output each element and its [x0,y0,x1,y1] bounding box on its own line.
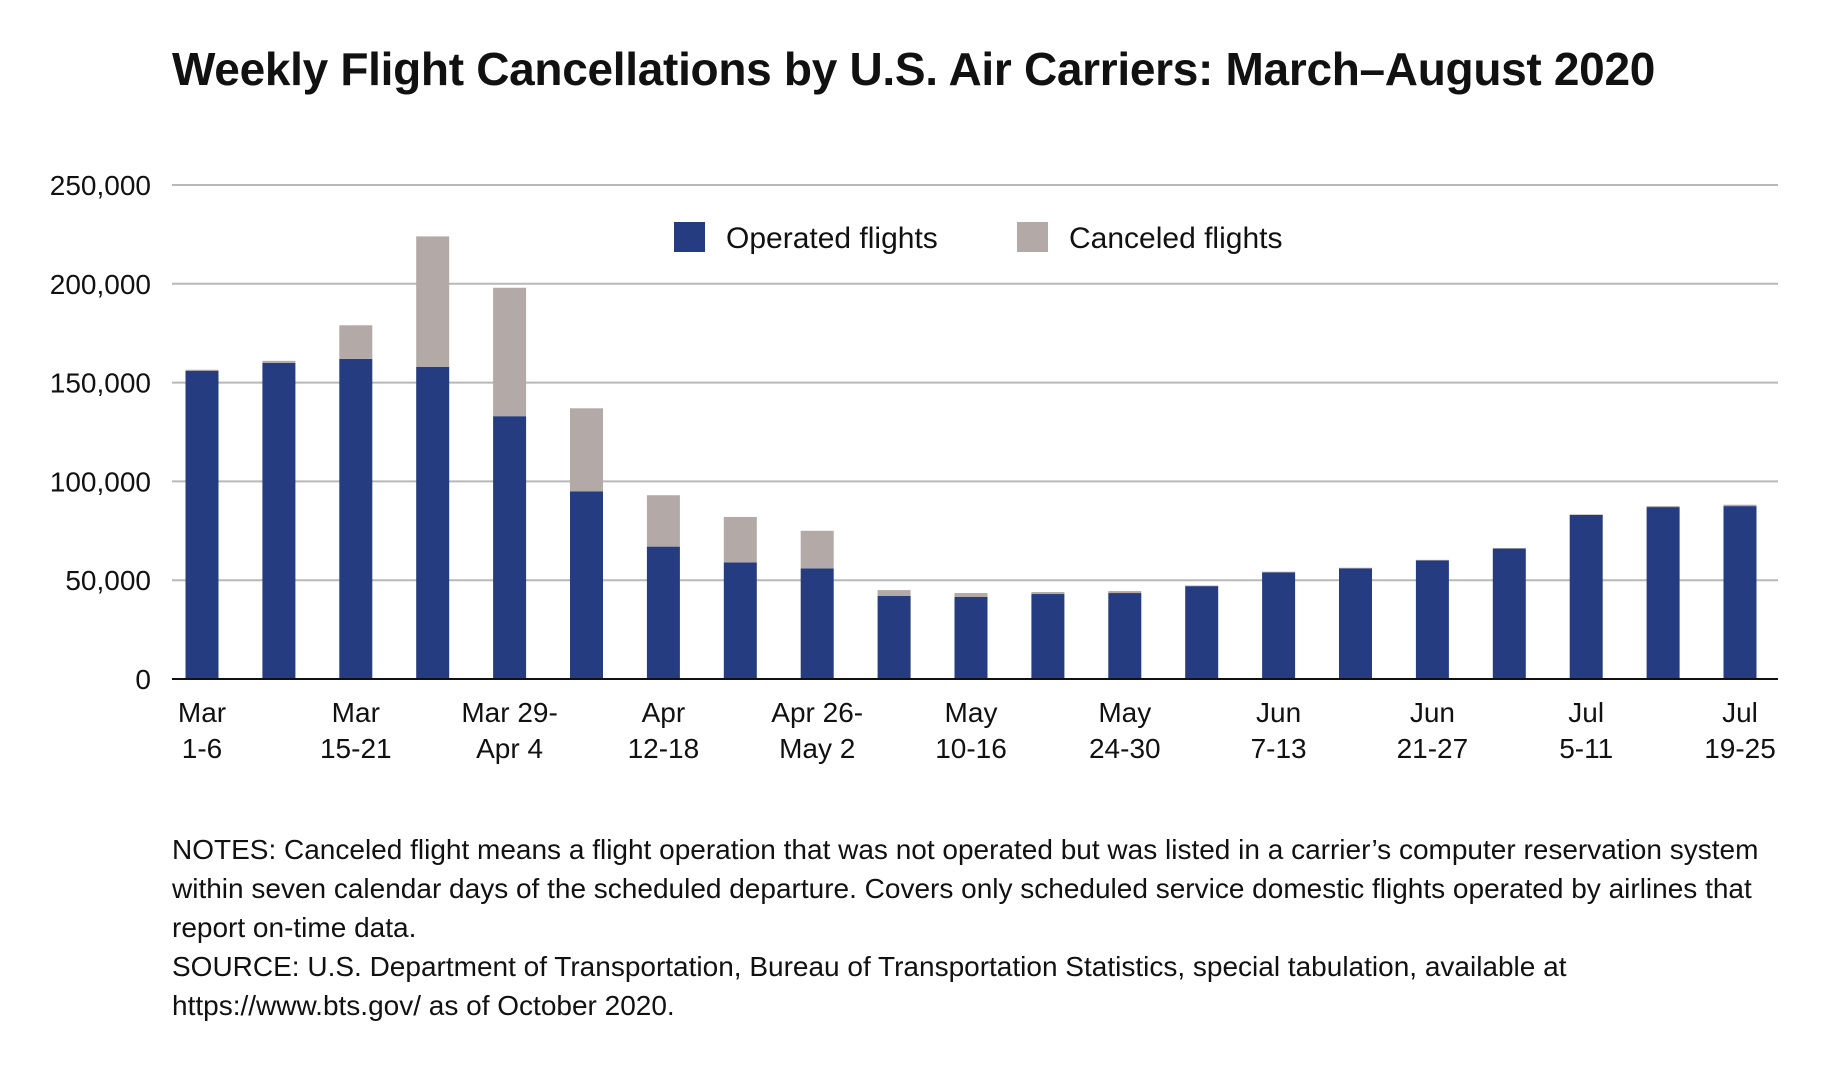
canceled-bar-18 [1569,514,1603,515]
x-tick-label: Jul [1568,697,1604,728]
legend: Operated flights Canceled flights [674,222,1282,255]
y-tick-label: 200,000 [50,269,151,300]
operated-bar-3 [416,366,450,679]
operated-bar-15 [1339,568,1372,679]
x-tick-label: Apr 26- [771,697,863,728]
canceled-bar-11 [1031,592,1065,595]
operated-bar-13 [1185,586,1219,679]
x-tick-label: May 2 [779,733,855,764]
x-tick-label: 10-16 [935,733,1007,764]
y-tick-label: 50,000 [65,565,151,596]
canceled-bar-4 [493,287,527,417]
operated-bar-14 [1262,572,1296,679]
canceled-bar-9 [877,590,911,597]
operated-bar-7 [723,562,757,679]
operated-bar-0 [185,370,219,679]
operated-bar-17 [1492,548,1526,679]
y-tick-label: 100,000 [50,466,151,497]
notes-text: NOTES: Canceled flight means a flight op… [172,834,1759,943]
grid-lines [172,184,1778,582]
legend-swatch-1 [1017,222,1048,252]
x-tick-label: 5-11 [1559,733,1613,764]
y-tick-label: 250,000 [50,170,151,201]
operated-bar-6 [646,546,680,679]
operated-bar-18 [1569,514,1603,679]
y-tick-label: 150,000 [50,368,151,399]
operated-bar-16 [1415,560,1449,679]
x-tick-label: Apr 4 [476,733,543,764]
legend-label-0: Operated flights [726,222,938,255]
x-tick-label: 1-6 [182,733,222,764]
canceled-bar-3 [416,236,450,367]
canceled-bar-5 [570,408,603,492]
canceled-bar-16 [1415,559,1449,561]
legend-swatch-0 [674,222,705,252]
operated-bar-2 [339,358,373,679]
x-tick-label: Jun [1410,697,1455,728]
chart-title: Weekly Flight Cancellations by U.S. Air … [172,43,1656,95]
x-tick-label: 7-13 [1251,733,1307,764]
x-tick-label: Apr [642,697,686,728]
operated-bar-12 [1108,593,1142,679]
x-tick-label: Mar [178,697,226,728]
y-tick-label: 0 [135,664,151,695]
canceled-bar-20 [1723,504,1757,507]
canceled-bar-2 [339,325,373,359]
canceled-bar-15 [1339,567,1372,569]
canceled-bar-12 [1108,591,1142,594]
operated-bar-5 [570,491,603,679]
x-tick-label: 21-27 [1397,733,1469,764]
operated-bar-1 [262,362,296,679]
operated-bar-10 [954,596,988,679]
operated-bar-8 [800,568,834,679]
canceled-bar-10 [954,593,988,597]
x-tick-label: Jun [1256,697,1301,728]
operated-bar-19 [1646,507,1680,679]
operated-bar-20 [1723,506,1757,679]
canceled-bar-14 [1262,571,1296,573]
x-tick-label: Jul [1722,697,1758,728]
operated-bar-4 [493,416,527,679]
x-tick-label: May [945,697,998,728]
bars [185,236,1757,679]
canceled-bar-17 [1492,547,1526,549]
canceled-bar-19 [1646,506,1680,508]
canceled-bar-13 [1185,585,1219,587]
x-tick-label: Mar 29- [461,697,557,728]
x-tick-label: 15-21 [320,733,392,764]
x-tick-label: 24-30 [1089,733,1161,764]
canceled-bar-0 [185,369,219,371]
operated-bar-11 [1031,594,1065,679]
chart-notes: NOTES: Canceled flight means a flight op… [172,830,1812,1025]
legend-label-1: Canceled flights [1069,222,1282,255]
axes: 0 50,000 100,000 150,000 200,000 250,000 Mar 1-… [50,170,1778,764]
canceled-bar-1 [262,360,296,363]
x-tick-label: 19-25 [1704,733,1776,764]
x-tick-label: 12-18 [628,733,700,764]
canceled-bar-6 [646,495,680,547]
source-text: SOURCE: U.S. Department of Transportatio… [172,951,1567,1021]
canceled-bar-8 [800,530,834,569]
x-tick-label: Mar [332,697,380,728]
operated-bar-9 [877,596,911,679]
x-tick-label: May [1098,697,1151,728]
canceled-bar-7 [723,516,757,563]
